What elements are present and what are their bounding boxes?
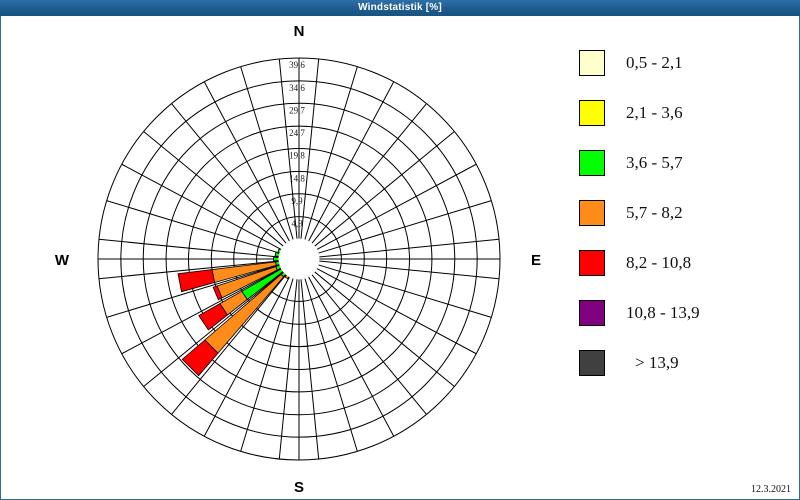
grid-spoke [106, 200, 281, 254]
legend-swatch-3 [579, 200, 605, 226]
legend-swatch-2 [579, 150, 605, 176]
radial-tick-labels: 4,9 9,9 14,8 19,8 24,7 29,7 34,6 39,6 [289, 60, 305, 229]
legend-item[interactable]: > 13,9 [579, 338, 794, 388]
petal-segment [212, 285, 223, 301]
legend-swatch-0 [579, 50, 605, 76]
polar-grid [97, 57, 501, 461]
grid-spoke [106, 264, 281, 318]
radial-tick-label: 19,8 [289, 151, 305, 161]
radial-tick-label: 14,8 [289, 173, 305, 183]
grid-spoke [171, 103, 287, 244]
grid-spoke [121, 267, 282, 355]
grid-spoke [98, 260, 280, 280]
grid-spoke [317, 200, 492, 254]
windrose-petals [177, 248, 290, 377]
grid-spoke [318, 238, 500, 258]
windrose-svg: 4,9 9,9 14,8 19,8 24,7 29,7 34,6 39,6 N S W E [55, 23, 541, 496]
legend-item[interactable]: 8,2 - 10,8 [579, 238, 794, 288]
grid-spoke [143, 271, 284, 387]
grid-spoke [304, 66, 358, 241]
grid-spoke [240, 277, 294, 452]
compass-label-n: N [294, 23, 305, 40]
grid-spoke [278, 278, 298, 460]
window-title: Windstatistik [%] [358, 2, 442, 13]
radial-tick-label: 24,7 [289, 128, 305, 138]
grid-spoke [121, 163, 282, 251]
grid-spoke [314, 271, 455, 387]
legend-item[interactable]: 10,8 - 13,9 [579, 288, 794, 338]
legend-label-4: 8,2 - 10,8 [626, 253, 692, 272]
radial-tick-label: 39,6 [289, 60, 305, 70]
legend-item[interactable]: 2,1 - 3,6 [579, 88, 794, 138]
compass-label-s: S [294, 479, 304, 496]
legend-label-6: > 13,9 [635, 353, 679, 372]
petal-segment [273, 256, 280, 262]
compass-labels: N S W E [55, 23, 541, 496]
legend-label-1: 2,1 - 3,6 [626, 103, 683, 122]
windrose-chart: 4,9 9,9 14,8 19,8 24,7 29,7 34,6 39,6 N S W E [1, 16, 561, 498]
grid-spoke [203, 276, 291, 437]
legend-swatch-5 [579, 300, 605, 326]
radial-tick-label: 29,7 [289, 105, 305, 115]
grid-spoke [316, 163, 477, 251]
grid-spoke [318, 260, 500, 280]
legend-label-3: 5,7 - 8,2 [626, 203, 683, 222]
date-stamp: 12.3.2021 [751, 484, 791, 495]
legend-swatch-1 [579, 100, 605, 126]
grid-spoke [304, 277, 358, 452]
grid-spoke [300, 278, 320, 460]
petal-segment [177, 269, 216, 293]
petal-segment [181, 339, 219, 377]
grid-spoke [307, 276, 395, 437]
legend-item[interactable]: 5,7 - 8,2 [579, 188, 794, 238]
calm-center-circle [278, 238, 320, 280]
grid-spoke [314, 131, 455, 247]
petal-segment [198, 303, 228, 331]
compass-label-e: E [531, 252, 541, 269]
legend-item[interactable]: 3,6 - 5,7 [579, 138, 794, 188]
grid-spoke [307, 81, 395, 242]
legend: 0,5 - 2,1 2,1 - 3,6 3,6 - 5,7 5,7 - 8,2 … [579, 38, 794, 388]
radial-tick-label: 9,9 [291, 196, 303, 206]
radial-tick-label: 4,9 [291, 219, 303, 229]
legend-label-5: 10,8 - 13,9 [626, 303, 700, 322]
grid-spoke [171, 274, 287, 415]
grid-spoke [317, 264, 492, 318]
radial-tick-label: 34,6 [289, 83, 305, 93]
grid-spoke [98, 238, 280, 258]
legend-swatch-6 [579, 350, 605, 376]
window-title-bar: Windstatistik [%] [0, 0, 800, 16]
legend-label-2: 3,6 - 5,7 [626, 153, 683, 172]
legend-label-0: 0,5 - 2,1 [626, 53, 683, 72]
grid-spoke [311, 274, 427, 415]
compass-label-w: W [55, 252, 70, 269]
window-client-area: 4,9 9,9 14,8 19,8 24,7 29,7 34,6 39,6 N S W E 0,5 … [0, 16, 800, 500]
grid-spoke [311, 103, 427, 244]
grid-spoke [143, 131, 284, 247]
grid-spoke [316, 267, 477, 355]
legend-item[interactable]: 0,5 - 2,1 [579, 38, 794, 88]
calm-circle [278, 238, 320, 280]
grid-spoke [300, 58, 320, 240]
grid-spoke [278, 58, 298, 240]
legend-swatch-4 [579, 250, 605, 276]
grid-spoke [240, 66, 294, 241]
grid-spoke [203, 81, 291, 242]
